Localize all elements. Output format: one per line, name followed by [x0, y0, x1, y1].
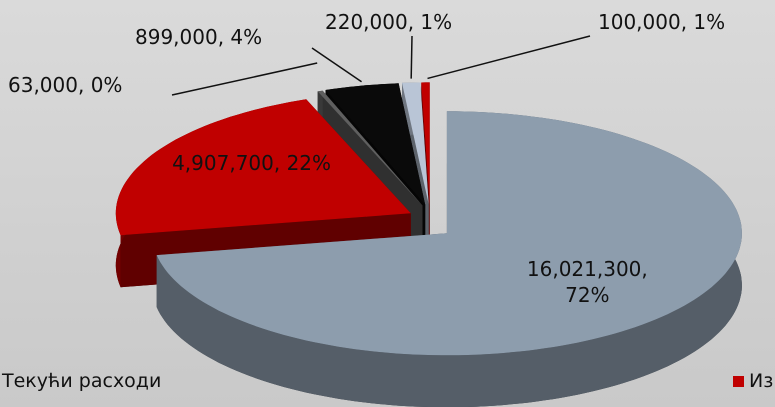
slice-top — [421, 82, 430, 205]
data-label: 220,000, 1% — [325, 10, 453, 34]
slice — [156, 111, 742, 407]
leader-line — [427, 35, 591, 80]
leader-line — [311, 47, 362, 83]
legend-swatch — [733, 376, 744, 387]
slice-top — [402, 82, 429, 205]
slice-top — [115, 99, 411, 236]
data-label: 16,021,300, 72% — [526, 256, 648, 307]
legend-label: Текући расходи — [2, 370, 162, 392]
data-label: 899,000, 4% — [135, 25, 263, 49]
legend-item: Из — [733, 370, 773, 392]
data-label: 4,907,700, 22% — [172, 151, 332, 176]
leader-line — [171, 62, 318, 96]
legend-label: Из — [749, 370, 774, 392]
data-label: 63,000, 0% — [8, 73, 123, 97]
slice-top — [325, 83, 426, 205]
legend-item: Текући расходи — [0, 370, 161, 392]
leader-line — [410, 35, 413, 79]
slice-top — [317, 90, 423, 206]
slice-top — [156, 111, 742, 356]
data-label: 100,000, 1% — [598, 10, 726, 34]
